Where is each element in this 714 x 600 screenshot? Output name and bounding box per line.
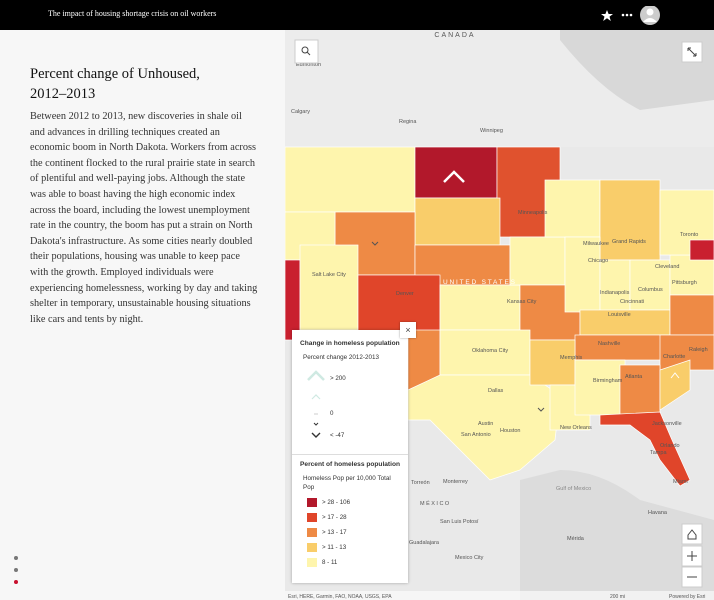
story-title: The impact of housing shortage crisis on… xyxy=(48,9,217,18)
map-label: Havana xyxy=(648,510,668,516)
map: CANADA Edmonton Calgary Regina Winnipeg … xyxy=(285,30,714,600)
legend-title: Change in homeless population xyxy=(300,340,400,347)
map-label: Denver xyxy=(396,291,414,297)
map-label: Nashville xyxy=(598,341,620,347)
map-label: Mexico City xyxy=(455,555,484,561)
nav-dots xyxy=(14,556,18,584)
change-symbols xyxy=(307,370,325,438)
map-label: Houston xyxy=(500,428,521,434)
powered-by: Powered by Esri xyxy=(669,594,705,600)
map-label: Salt Lake City xyxy=(312,272,346,278)
map-label: San Luis Potosí xyxy=(440,519,479,525)
search-button[interactable] xyxy=(294,39,319,64)
avatar[interactable] xyxy=(640,6,660,25)
map-label: Jacksonville xyxy=(652,421,682,427)
map-label: Cleveland xyxy=(655,264,679,270)
map-label: Torreón xyxy=(411,480,430,486)
map-label: Austin xyxy=(478,421,493,427)
map-label: Monterrey xyxy=(443,479,468,485)
percent-swatches xyxy=(307,498,317,567)
map-label: Cincinnati xyxy=(620,299,644,305)
map-label: Atlanta xyxy=(625,374,643,380)
map-label: Regina xyxy=(399,119,417,125)
top-icons xyxy=(601,6,660,25)
legend-subtitle: Percent change 2012-2013 xyxy=(303,354,379,361)
legend-subtitle: Homeless Pop per 10,000 Total Pop xyxy=(303,475,391,491)
map-label: Edmonton xyxy=(296,62,321,68)
map-label: Orlando xyxy=(660,443,680,449)
home-button[interactable] xyxy=(681,523,703,545)
map-label: Tampa xyxy=(650,450,667,456)
change-symbol xyxy=(537,407,545,412)
change-symbol xyxy=(371,241,379,246)
map-label: Mérida xyxy=(567,536,585,542)
map-label: Grand Rapids xyxy=(612,239,646,245)
top-bar: The impact of housing shortage crisis on… xyxy=(0,0,714,30)
map-label: Memphis xyxy=(560,355,583,361)
legend: Change in homeless population Percent ch… xyxy=(292,330,408,583)
map-label: Oklahoma City xyxy=(472,348,508,354)
body-text: Between 2012 to 2013, new discoveries in… xyxy=(30,111,258,325)
map-label: Chicago xyxy=(588,258,608,264)
gulf xyxy=(520,470,714,600)
legend-item: > 17 - 28 xyxy=(322,514,347,521)
nav-dot[interactable] xyxy=(14,580,18,584)
map-label: Pittsburgh xyxy=(672,280,697,286)
legend-item: > 11 - 13 xyxy=(322,544,347,551)
more-button[interactable] xyxy=(621,13,633,17)
map-label: Columbus xyxy=(638,287,663,293)
map-label: Indianapolis xyxy=(600,290,630,296)
map-label: San Antonio xyxy=(461,432,491,438)
map-label: Winnipeg xyxy=(480,128,503,134)
legend-item: < -47 xyxy=(330,432,345,439)
map-label: Dallas xyxy=(488,388,504,394)
legend-item: 8 - 11 xyxy=(322,559,338,566)
map-label: Charlotte xyxy=(663,354,685,360)
map-label: Birmingham xyxy=(593,378,623,384)
map-label: Toronto xyxy=(680,232,698,238)
legend-item: > 28 - 106 xyxy=(322,499,351,506)
map-label: CANADA xyxy=(434,32,475,39)
map-label: Calgary xyxy=(291,109,310,115)
side-panel: Percent change of Unhoused, 2012–2013 Be… xyxy=(0,30,285,600)
water xyxy=(560,30,714,110)
map-label: MÉXICO xyxy=(420,500,451,507)
legend-item: > 13 - 17 xyxy=(322,529,347,536)
map-label: Guadalajara xyxy=(409,540,440,546)
legend-item: > 200 xyxy=(330,375,346,382)
scale: 200 mi xyxy=(610,594,625,600)
heading: Percent change of Unhoused, 2012–2013 xyxy=(30,66,200,102)
legend-close[interactable]: × xyxy=(400,322,416,338)
map-labels: CANADA Edmonton Calgary Regina Winnipeg … xyxy=(285,32,714,600)
change-symbol xyxy=(670,372,680,379)
map-label: UNITED STATES xyxy=(443,279,517,286)
map-label: Louisville xyxy=(608,312,631,318)
nav-dot[interactable] xyxy=(14,556,18,560)
change-symbol xyxy=(443,170,465,183)
map-controls xyxy=(294,39,703,588)
map-label: Miami xyxy=(673,479,688,485)
attribution-bar xyxy=(285,591,714,600)
map-label: Minneapolis xyxy=(518,210,548,216)
map-label: Gulf of Mexico xyxy=(556,486,591,492)
map-label: Raleigh xyxy=(689,347,708,353)
bookmark-button[interactable] xyxy=(601,10,613,21)
map-label: New Orleans xyxy=(560,425,592,431)
states xyxy=(285,146,714,487)
map-label: Kansas City xyxy=(507,299,537,305)
attribution: Esri, HERE, Garmin, FAO, NOAA, USGS, EPA xyxy=(288,594,392,600)
legend-item: 0 xyxy=(330,410,334,417)
map-label: Milwaukee xyxy=(583,241,609,247)
nav-dot[interactable] xyxy=(14,568,18,572)
legend-title: Percent of homeless population xyxy=(300,461,401,468)
